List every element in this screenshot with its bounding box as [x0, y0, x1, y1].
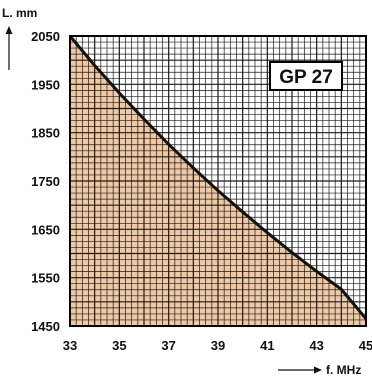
y-tick-label: 1850	[31, 126, 60, 141]
x-axis-arrow-icon	[278, 366, 322, 374]
y-tick-label: 1650	[31, 222, 60, 237]
y-tick-label: 2050	[31, 29, 60, 44]
x-tick-label: 45	[359, 338, 372, 353]
y-axis-arrow-icon	[5, 26, 13, 70]
plot-frame	[69, 35, 367, 327]
x-tick-label: 43	[309, 338, 323, 353]
x-tick-label: 37	[161, 338, 175, 353]
y-tick-label: 1550	[31, 271, 60, 286]
x-tick-label: 41	[260, 338, 274, 353]
x-axis-title: f. MHz	[326, 363, 361, 376]
y-tick-label: 1450	[31, 319, 60, 334]
y-tick-label: 1950	[31, 77, 60, 92]
y-tick-labels: 2050 1950 1850 1750 1650 1550 1450	[31, 29, 60, 334]
badge-box	[269, 61, 343, 91]
x-tick-label: 33	[63, 338, 77, 353]
y-axis-title: L. mm	[2, 6, 37, 20]
x-tick-label: 39	[211, 338, 225, 353]
series-curve	[68, 35, 368, 320]
badge-label: GP 27	[279, 67, 333, 88]
y-tick-label: 1750	[31, 174, 60, 189]
x-tick-label: 35	[112, 338, 126, 353]
x-tick-labels: 33 35 37 39 41 43 45	[63, 338, 372, 353]
chart-badge: GP 27	[269, 61, 343, 91]
